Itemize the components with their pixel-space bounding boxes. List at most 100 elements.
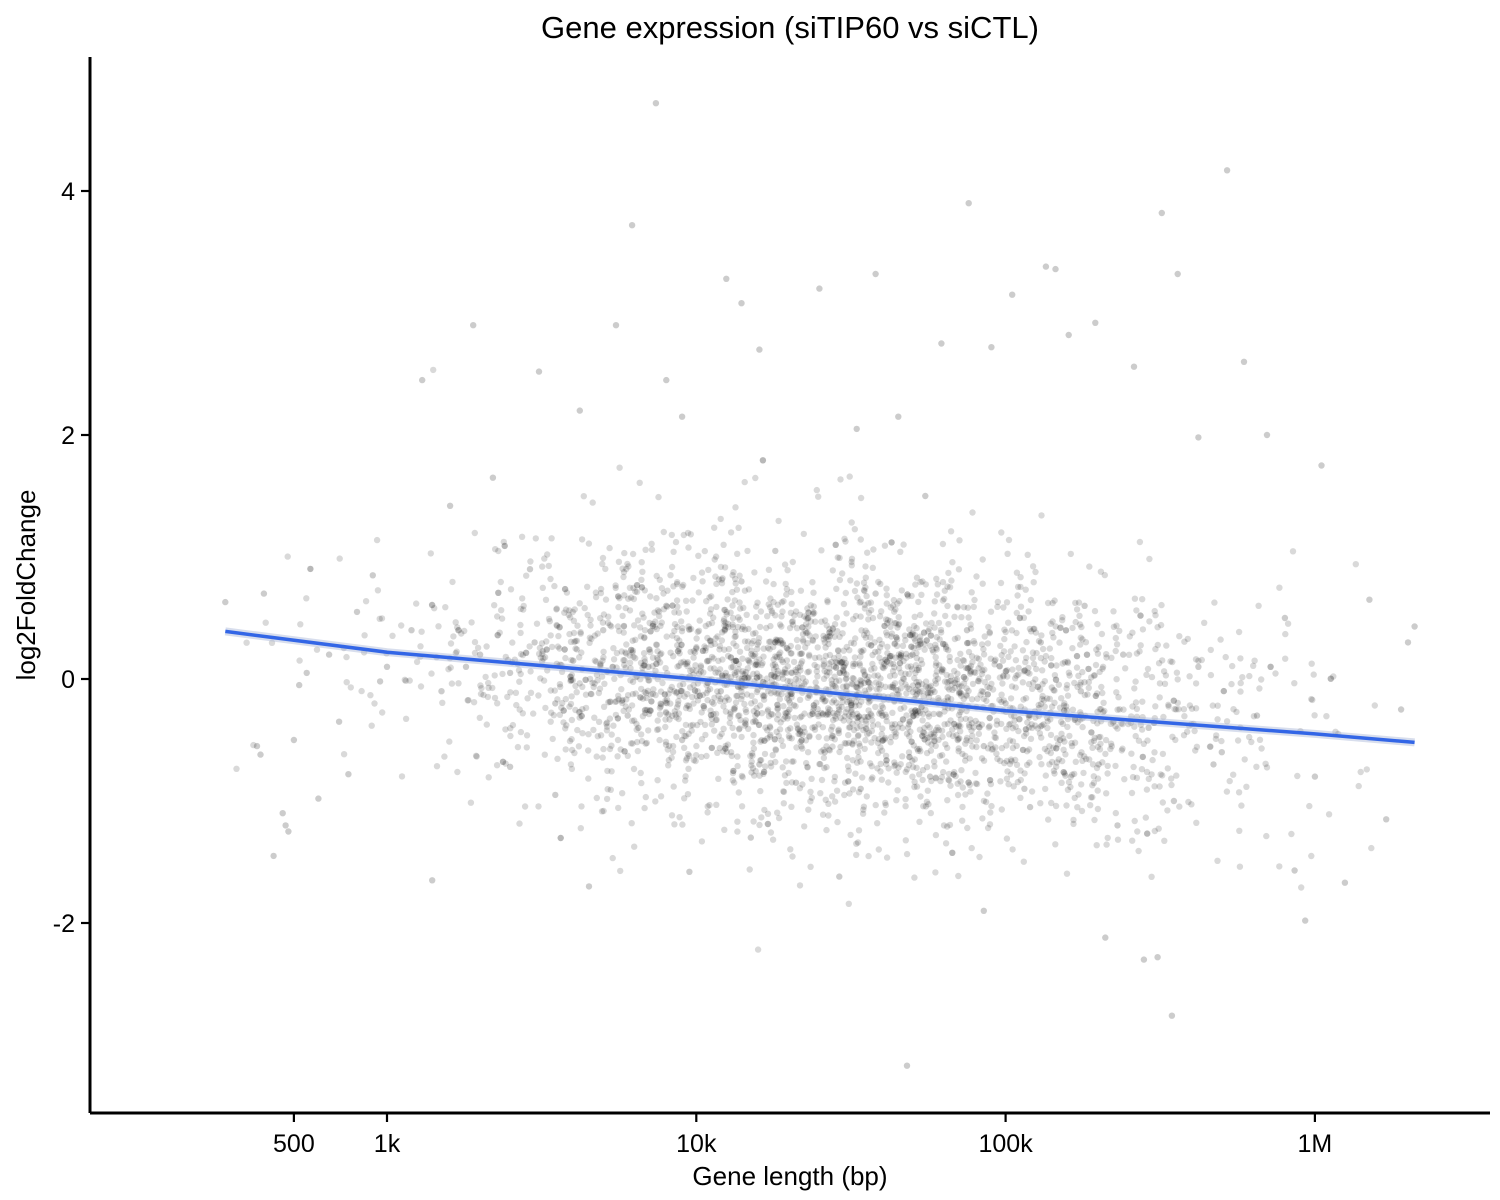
scatter-point [848,680,855,687]
scatter-point [768,711,775,718]
scatter-point [662,708,670,716]
scatter-point [940,640,947,648]
scatter-point [1070,816,1077,824]
scatter-point [845,724,853,731]
scatter-point [1318,462,1325,469]
scatter-point [567,638,575,645]
scatter-point [792,703,799,710]
scatter-point [667,700,674,707]
scatter-point [732,628,739,636]
scatter-point [932,662,940,669]
scatter-point [909,629,916,636]
scatter-point [888,633,895,640]
scatter-point [796,650,804,658]
scatter-point [921,730,928,737]
scatter-point [831,773,839,781]
scatter-point [742,720,749,728]
scatter-point [313,646,321,653]
scatter-point [862,737,869,744]
scatter-point [1128,713,1135,720]
scatter-point [651,609,658,616]
scatter-point [815,721,822,728]
scatter-point [695,589,702,596]
scatter-point [755,721,763,729]
scatter-point [897,652,905,659]
scatter-point [844,754,851,762]
x-tick-label: 1k [374,1130,401,1158]
scatter-point [517,670,524,678]
scatter-point [1026,803,1034,811]
scatter-point [643,706,651,714]
scatter-point [1174,676,1181,683]
scatter-point [1143,671,1150,678]
scatter-point [652,618,659,625]
scatter-point [777,637,785,644]
scatter-point [959,784,966,791]
scatter-point [1237,688,1244,695]
scatter-point [829,732,837,740]
scatter-point [1071,770,1078,778]
scatter-point [1148,673,1156,681]
scatter-point [832,664,840,671]
scatter-point [468,619,475,626]
scatter-point [1132,732,1139,740]
scatter-point [1063,703,1070,710]
scatter-point [604,619,612,627]
scatter-point [919,766,927,774]
scatter-point [1076,612,1083,619]
scatter-point [374,587,382,594]
scatter-point [619,696,626,704]
scatter-point [1084,691,1091,698]
scatter-point [895,620,903,627]
scatter-point [754,710,761,717]
scatter-point [912,637,919,644]
scatter-point [910,644,917,652]
scatter-point [949,849,956,856]
scatter-point [834,628,841,635]
scatter-point [951,684,958,692]
scatter-point [1022,695,1030,702]
scatter-point [845,900,852,907]
scatter-point [686,684,694,691]
scatter-point [698,736,706,743]
scatter-point [1134,828,1141,835]
scatter-point [665,762,672,769]
scatter-point [701,643,708,650]
scatter-point [752,651,759,658]
scatter-point [782,713,789,720]
scatter-point [594,677,601,684]
scatter-point [882,656,889,663]
scatter-point [1048,758,1056,766]
scatter-point [1129,703,1136,710]
scatter-point [1011,643,1018,650]
scatter-point [932,774,939,781]
scatter-point [915,682,922,689]
scatter-point [933,668,940,675]
scatter-point [877,760,884,767]
scatter-point [1085,665,1092,673]
scatter-point [903,850,911,858]
scatter-point [805,609,812,616]
scatter-point [647,707,654,715]
scatter-point [984,790,991,797]
scatter-point [882,711,889,718]
scatter-point [857,758,864,765]
scatter-point [882,616,890,623]
scatter-point [795,677,802,684]
scatter-point [906,753,913,761]
scatter-point [567,673,574,680]
scatter-point [839,570,846,577]
scatter-point [353,608,361,616]
scatter-point [690,654,697,661]
scatter-point [587,616,594,623]
scatter-point [1088,729,1095,736]
scatter-point [268,639,276,646]
scatter-point [1079,668,1086,676]
scatter-point [517,605,524,613]
scatter-point [454,768,461,776]
scatter-point [708,619,716,627]
scatter-point [751,772,758,779]
scatter-point [1152,703,1159,710]
scatter-point [1044,718,1051,725]
scatter-point [585,731,592,738]
